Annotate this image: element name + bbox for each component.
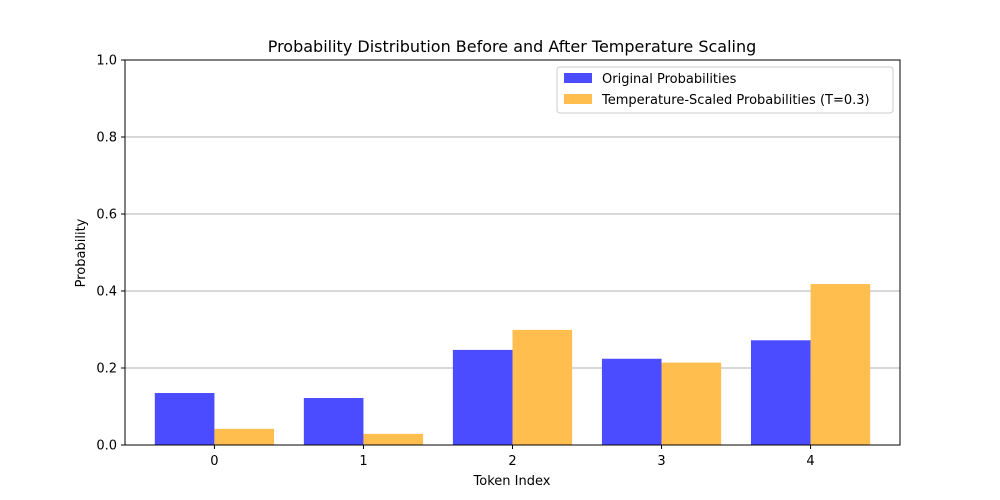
bar-original-3	[601, 358, 662, 445]
y-axis-ticks: 0.0 0.2 0.4 0.6 0.8 1.0	[96, 54, 125, 454]
x-tick-label: 0	[210, 454, 218, 469]
bar-original-4	[750, 340, 811, 445]
bar-scaled-3	[661, 362, 722, 445]
bar-scaled-0	[214, 428, 275, 445]
y-tick-label: 0.4	[96, 285, 117, 300]
y-tick-label: 0.0	[96, 439, 117, 454]
y-tick-label: 1.0	[96, 54, 117, 69]
y-tick-label: 0.2	[96, 362, 117, 377]
bar-original-1	[303, 398, 364, 445]
bar-original-2	[452, 349, 513, 445]
bar-original-0	[154, 393, 215, 445]
y-tick-label: 0.6	[96, 208, 117, 223]
legend-swatch-original	[564, 73, 592, 83]
x-axis-label: Token Index	[473, 474, 551, 489]
x-tick-label: 3	[657, 454, 665, 469]
x-tick-label: 1	[359, 454, 367, 469]
legend-label-scaled: Temperature-Scaled Probabilities (T=0.3)	[601, 93, 870, 108]
legend-box	[556, 66, 894, 114]
bar-scaled-1	[363, 433, 424, 445]
x-axis-ticks: 0 1 2 3 4	[210, 445, 815, 469]
y-axis-label: Probability	[74, 218, 89, 287]
x-tick-label: 4	[806, 454, 814, 469]
legend-swatch-scaled	[564, 94, 592, 104]
legend-label-original: Original Probabilities	[602, 72, 737, 87]
x-tick-label: 2	[508, 454, 516, 469]
chart-title: Probability Distribution Before and Afte…	[268, 37, 757, 56]
bar-scaled-2	[512, 329, 573, 445]
bars	[154, 284, 871, 445]
legend: Original Probabilities Temperature-Scale…	[556, 66, 894, 114]
bar-scaled-4	[810, 284, 871, 445]
y-tick-label: 0.8	[96, 131, 117, 146]
